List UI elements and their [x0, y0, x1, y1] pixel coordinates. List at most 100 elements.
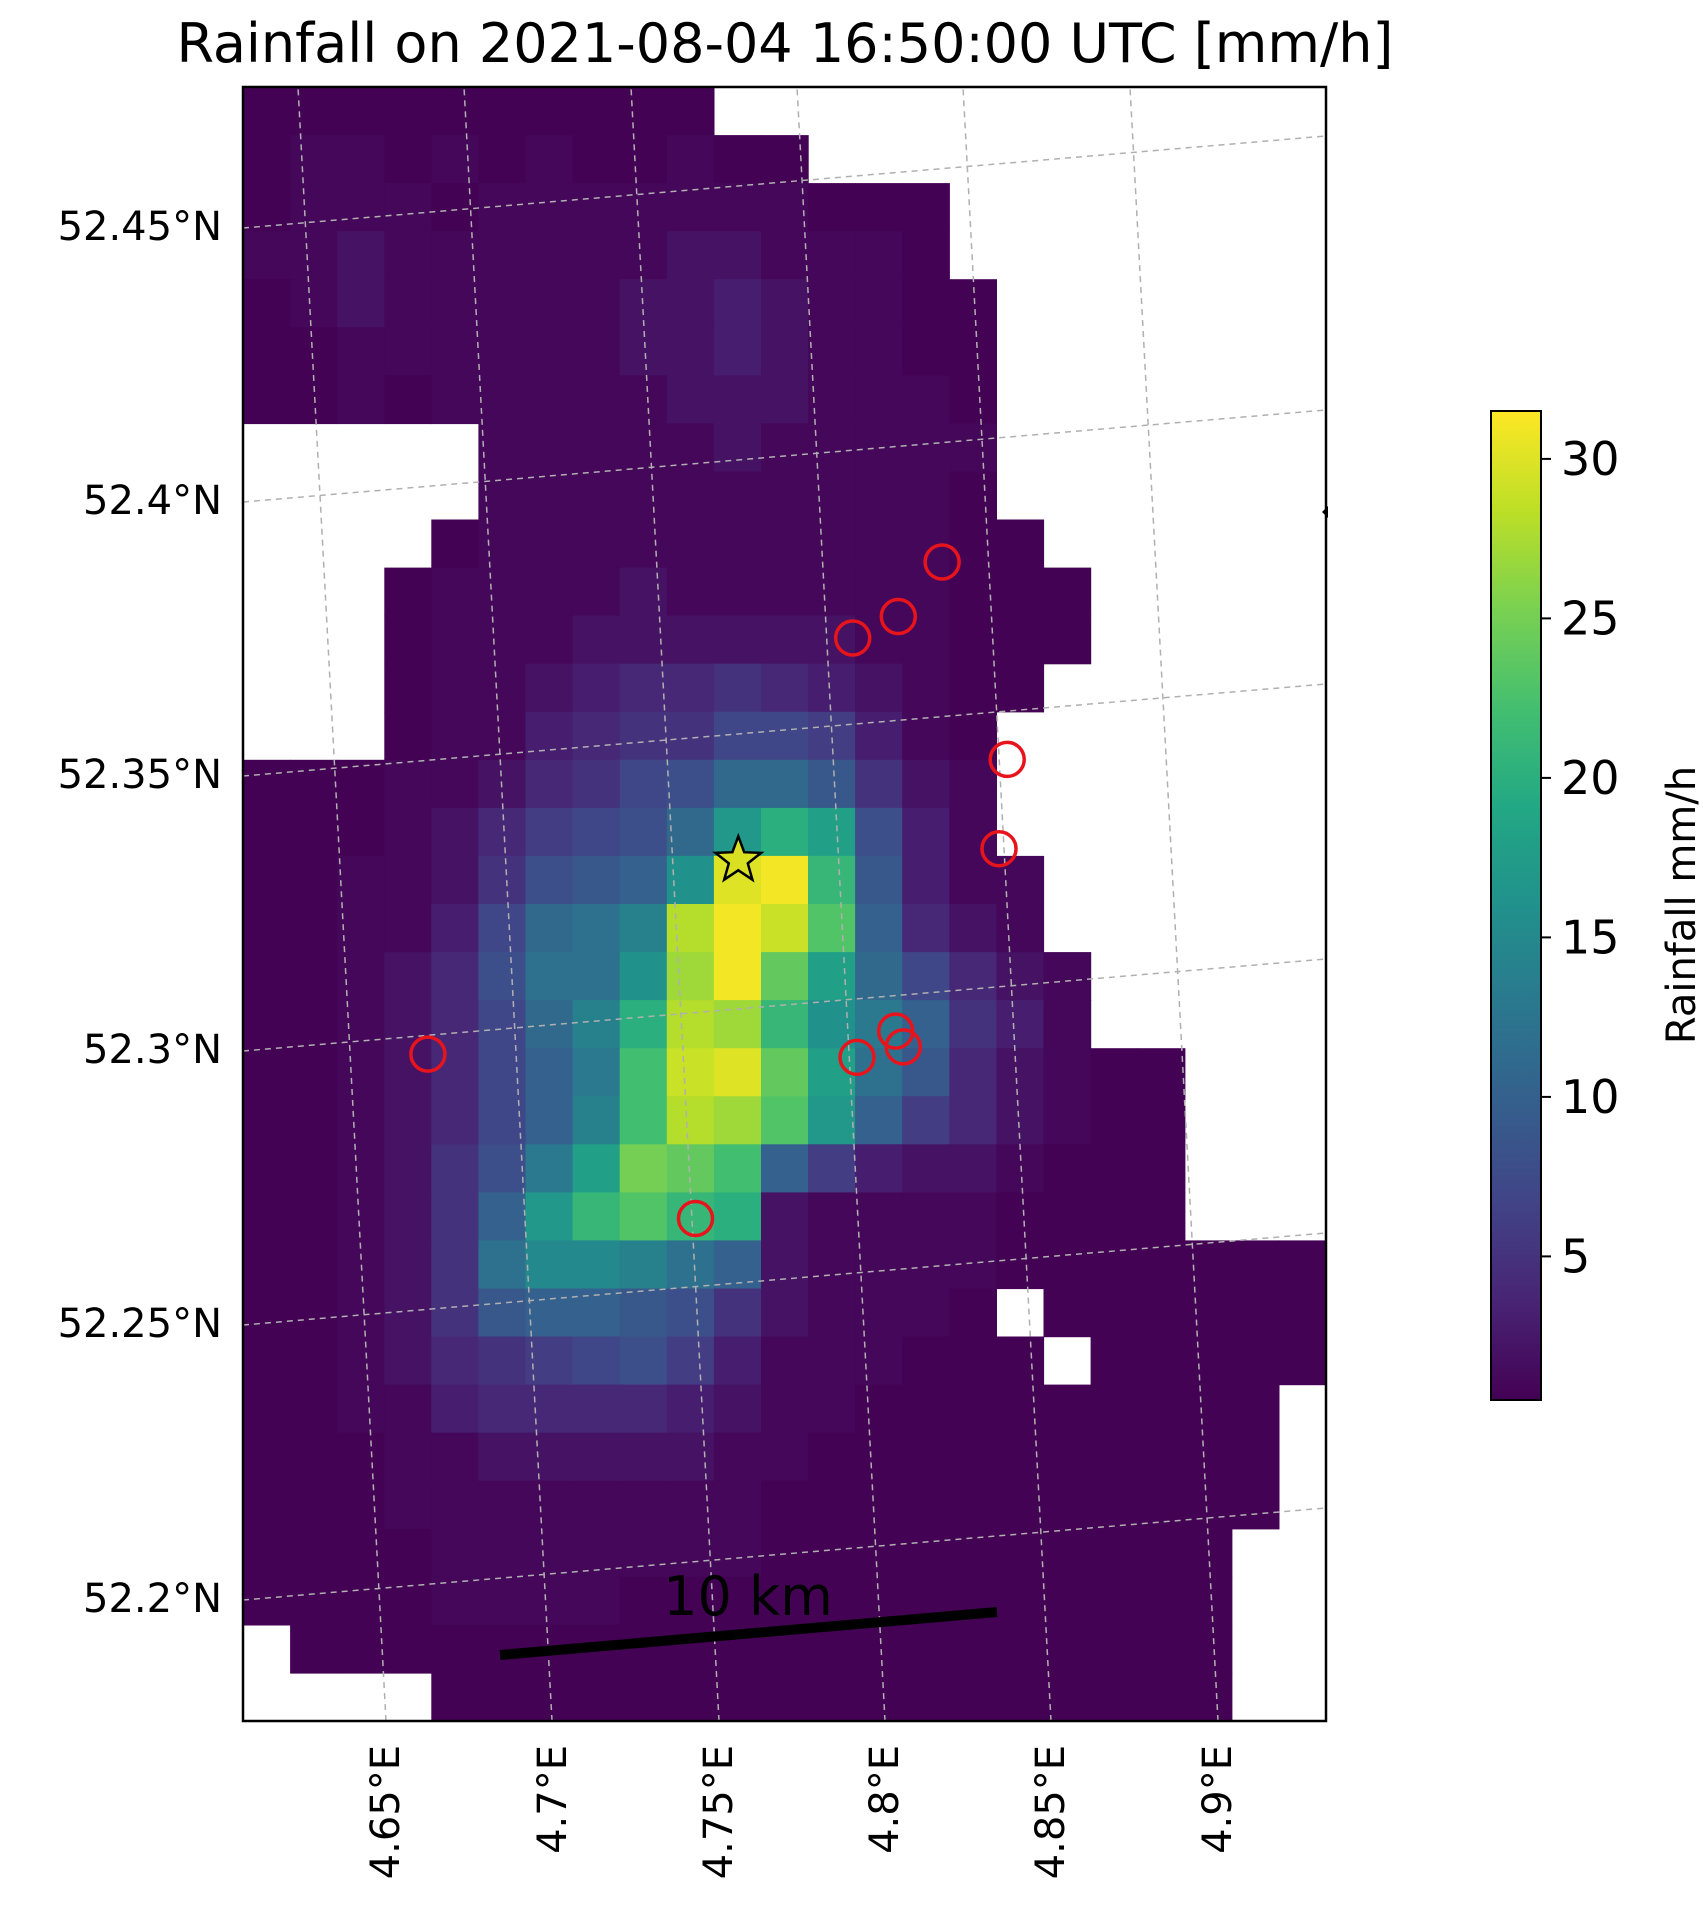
rainfall-cell [243, 1192, 291, 1242]
rainfall-cell [525, 1336, 574, 1386]
rainfall-cell [572, 1576, 621, 1626]
rainfall-cell [572, 231, 621, 280]
rainfall-cell [666, 904, 715, 953]
rainfall-cell [619, 1288, 668, 1338]
rainfall-cell [902, 1528, 950, 1578]
rainfall-cell [949, 711, 997, 761]
rainfall-cell [713, 615, 762, 665]
colorbar-tick-label: 30 [1561, 432, 1620, 486]
rainfall-cell [431, 711, 479, 761]
rainfall-cell [808, 567, 856, 617]
rainfall-cell [666, 759, 715, 809]
rainfall-cell [713, 1432, 762, 1482]
rainfall-cell [996, 1384, 1045, 1434]
rainfall-cell [243, 1336, 291, 1386]
rainfall-cell [666, 807, 715, 857]
meridian-line [463, 86, 553, 1722]
rainfall-cell [996, 615, 1045, 665]
rainfall-cell [525, 135, 574, 184]
rainfall-cell [1043, 1624, 1092, 1674]
rainfall-cell [478, 375, 527, 425]
rainfall-cell [619, 471, 668, 521]
rainfall-cell [572, 1192, 621, 1242]
rainfall-cell [337, 1288, 385, 1338]
rainfall-cell [855, 1672, 903, 1722]
rainfall-cell [384, 952, 432, 1001]
rainfall-cell [761, 1096, 809, 1145]
rainfall-cell [243, 327, 291, 376]
rainfall-cell [478, 1336, 527, 1386]
lon-label: 4.85°E [1028, 1745, 1074, 1879]
rainfall-cell [525, 1096, 574, 1145]
rainfall-cell [761, 1528, 809, 1578]
rainfall-cell [808, 1624, 856, 1674]
rainfall-cell [243, 1288, 291, 1338]
lat-label: 52.4°N [83, 478, 222, 524]
rainfall-cell [808, 1672, 856, 1722]
rainfall-cell [572, 1336, 621, 1386]
rainfall-cell [1231, 1480, 1280, 1530]
rainfall-cell [478, 904, 527, 953]
parallel-line [242, 958, 1327, 1052]
rainfall-cell [243, 1048, 291, 1097]
rainfall-cell [808, 952, 856, 1001]
rainfall-cell [619, 904, 668, 953]
rainfall-cell [713, 327, 762, 376]
rainfall-cell [525, 231, 574, 280]
lon-label: 4.8°E [862, 1745, 908, 1854]
rainfall-cell [713, 1384, 762, 1434]
rainfall-cell [761, 519, 809, 569]
rainfall-cell [1231, 1288, 1280, 1338]
rainfall-cell [525, 423, 574, 473]
rainfall-cell [1090, 1096, 1139, 1145]
rainfall-cell [478, 87, 527, 136]
rainfall-cell [619, 87, 668, 136]
rainfall-cell [243, 1240, 291, 1290]
rainfall-cell [855, 519, 903, 569]
rainfall-cell [1137, 1528, 1186, 1578]
rainfall-cell [525, 1480, 574, 1530]
rainfall-cell [1043, 1000, 1092, 1049]
rainfall-cell [949, 1192, 997, 1242]
rainfall-cell [761, 904, 809, 953]
rainfall-cell [384, 1528, 432, 1578]
rainfall-cell [902, 231, 950, 280]
rainfall-cell [855, 759, 903, 809]
rainfall-cell [337, 1336, 385, 1386]
rainfall-cell [949, 663, 997, 713]
rainfall-cell [572, 327, 621, 376]
lat-label: 52.2°N [83, 1576, 222, 1622]
rainfall-cell [525, 1432, 574, 1482]
rainfall-cell [384, 1384, 432, 1434]
rainfall-cell [1090, 1336, 1139, 1386]
rainfall-cell [902, 471, 950, 521]
rainfall-cell [290, 375, 338, 425]
rainfall-cell [855, 1432, 903, 1482]
rainfall-cell [713, 904, 762, 953]
rainfall-cell [996, 952, 1045, 1001]
rainfall-cell [572, 807, 621, 857]
rainfall-cell [808, 904, 856, 953]
rainfall-grid [243, 87, 1327, 1722]
rainfall-cell [384, 1480, 432, 1530]
rainfall-cell [996, 567, 1045, 617]
rainfall-cell [902, 1096, 950, 1145]
rainfall-cell [808, 1480, 856, 1530]
rainfall-cell [384, 567, 432, 617]
rainfall-cell [478, 1288, 527, 1338]
rainfall-cell [1090, 1144, 1139, 1193]
rainfall-cell [1137, 1096, 1186, 1145]
observation-circle [676, 1199, 715, 1238]
longitude-labels: 4.65°E 4.7°E 4.75°E 4.8°E 4.85°E 4.9°E [363, 1745, 1241, 1879]
lon-label: 4.65°E [363, 1745, 409, 1879]
rainfall-cell [619, 952, 668, 1001]
rainfall-cell [713, 1480, 762, 1530]
rainfall-cell [949, 904, 997, 953]
colorbar-tick-label: 10 [1561, 1070, 1620, 1124]
rainfall-cell [855, 231, 903, 280]
rainfall-cell [1184, 1624, 1233, 1674]
rainfall-cell [1043, 1192, 1092, 1242]
rainfall-cell [855, 1192, 903, 1242]
rainfall-cell [619, 1144, 668, 1193]
lat-label: 52.3°N [83, 1027, 222, 1073]
